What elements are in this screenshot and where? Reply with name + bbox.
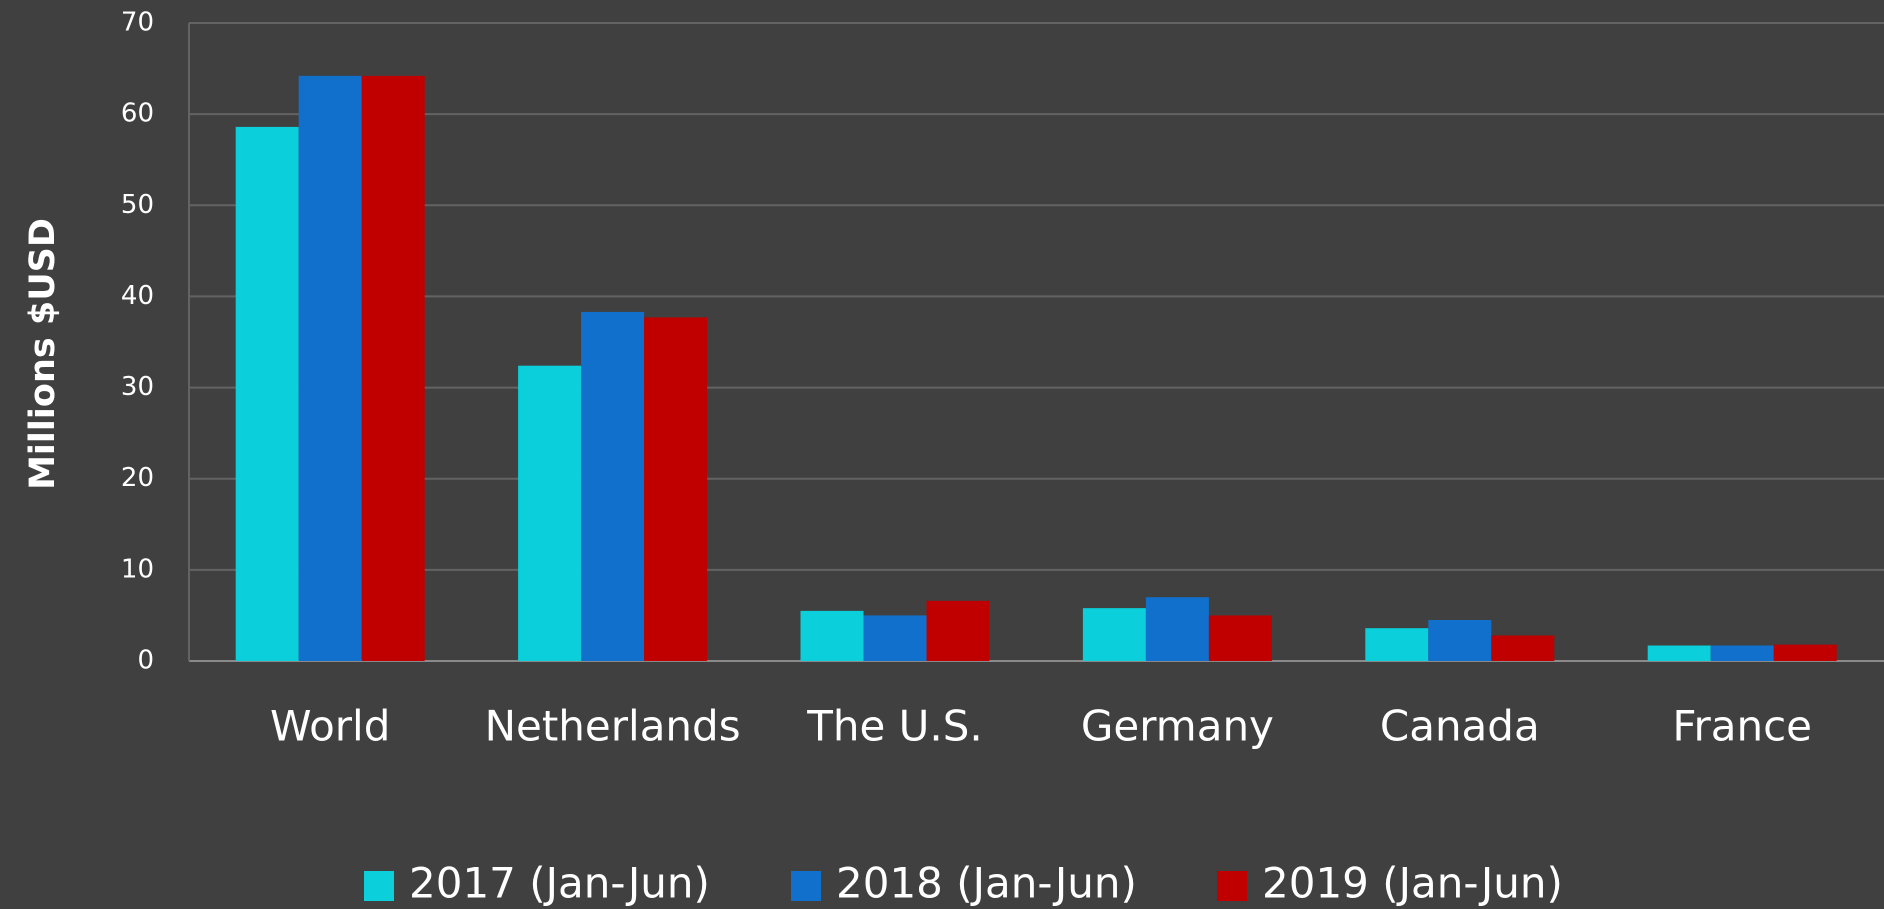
x-tick-label: Canada — [1380, 702, 1540, 751]
legend-swatch — [364, 871, 394, 901]
bar — [1428, 619, 1492, 661]
bar — [1710, 645, 1774, 661]
legend-label: 2017 (Jan-Jun) — [409, 859, 710, 908]
y-tick-label: 0 — [137, 646, 154, 676]
x-tick-label: France — [1672, 702, 1812, 751]
bar — [581, 311, 645, 661]
bar — [1208, 615, 1272, 661]
bar — [800, 610, 864, 661]
legend-label: 2019 (Jan-Jun) — [1262, 859, 1563, 908]
bar — [1082, 608, 1146, 661]
y-tick-label: 50 — [121, 190, 154, 220]
bar — [298, 75, 362, 661]
legend-swatch — [791, 871, 821, 901]
y-tick-label: 70 — [121, 8, 154, 38]
bar — [1365, 628, 1429, 661]
y-axis-label: Millions $USD — [23, 218, 63, 490]
bar — [926, 600, 990, 661]
y-tick-label: 60 — [121, 99, 154, 129]
bar — [1145, 597, 1209, 661]
legend-swatch — [1217, 871, 1247, 901]
y-tick-label: 30 — [121, 372, 154, 402]
x-tick-label: World — [270, 702, 390, 751]
bar — [644, 317, 708, 661]
x-tick-label: The U.S. — [806, 702, 983, 751]
bar — [361, 75, 425, 661]
x-tick-label: Germany — [1081, 702, 1274, 751]
bar — [235, 126, 299, 662]
bar — [1647, 645, 1711, 661]
y-tick-label: 20 — [121, 463, 154, 493]
y-tick-label: 10 — [121, 554, 154, 584]
bar — [863, 615, 927, 661]
bar — [518, 365, 582, 661]
bar — [1773, 644, 1837, 661]
legend-label: 2018 (Jan-Jun) — [836, 859, 1137, 908]
y-tick-label: 40 — [121, 281, 154, 311]
bar — [1491, 635, 1555, 661]
x-tick-label: Netherlands — [485, 702, 741, 751]
